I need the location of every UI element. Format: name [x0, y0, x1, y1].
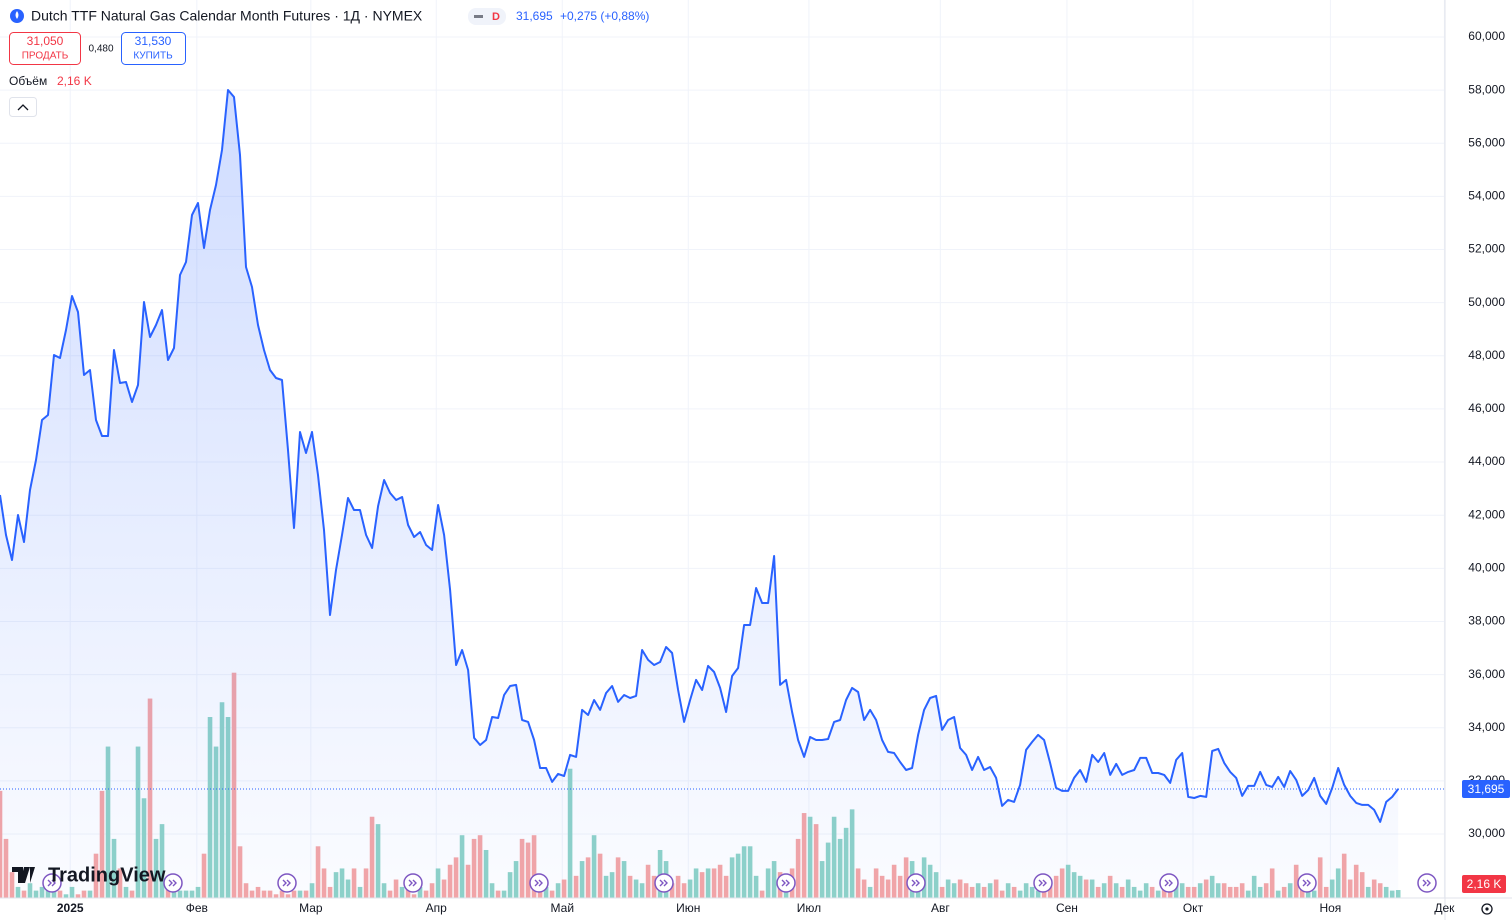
y-tick-label: 46,000 — [1468, 401, 1505, 415]
event-marker — [1417, 873, 1437, 893]
event-marker — [1033, 873, 1053, 893]
event-icon — [282, 879, 291, 887]
y-tick-label: 56,000 — [1468, 135, 1505, 149]
sell-button[interactable] — [9, 32, 81, 65]
event-marker — [1159, 873, 1179, 893]
price-line — [0, 89, 1399, 823]
event-marker — [906, 873, 926, 893]
sell-label: ПРОДАТЬ — [22, 51, 69, 62]
x-tick-label: Июн — [676, 901, 700, 915]
y-tick-label: 40,000 — [1468, 560, 1505, 574]
volume-legend: Объём — [9, 74, 47, 88]
logo: TradingView — [12, 864, 166, 886]
event-marker — [42, 873, 62, 893]
logo-mark — [12, 867, 35, 883]
event-icon — [1302, 879, 1311, 887]
event-icon — [1422, 879, 1431, 887]
event-marker — [163, 873, 183, 893]
event-marker — [277, 873, 297, 893]
x-tick-label: Апр — [426, 901, 448, 915]
event-icon — [534, 879, 543, 887]
y-tick-label: 36,000 — [1468, 667, 1505, 681]
settings-icon[interactable] — [1481, 903, 1493, 915]
y-tick-label: 30,000 — [1468, 826, 1505, 840]
x-tick-label: Июл — [797, 901, 821, 915]
collapse-icon — [17, 104, 29, 111]
volume-legend-value: 2,16 K — [57, 74, 92, 88]
y-tick-label: 58,000 — [1468, 82, 1505, 96]
y-tick-label: 60,000 — [1468, 29, 1505, 43]
x-tick-label: Дек — [1434, 901, 1455, 915]
logo-text: TradingView — [48, 864, 166, 886]
status-pill[interactable] — [468, 8, 506, 25]
event-markers — [42, 873, 1437, 893]
last-price-label: 31,695 — [1468, 782, 1505, 796]
header: Dutch TTF Natural Gas Calendar Month Fut… — [9, 8, 649, 117]
event-icon — [1038, 879, 1047, 887]
y-tick-label: 34,000 — [1468, 720, 1505, 734]
settings-dot — [1485, 907, 1489, 911]
sell-price: 31,050 — [27, 34, 64, 48]
header-price: 31,695 — [516, 9, 553, 23]
volume-tag — [1462, 875, 1506, 893]
event-marker — [654, 873, 674, 893]
event-marker — [403, 873, 423, 893]
x-tick-label: Окт — [1183, 901, 1204, 915]
event-icon — [911, 879, 920, 887]
status-dash — [474, 15, 483, 18]
event-icon — [781, 879, 790, 887]
event-icon — [408, 879, 417, 887]
x-tick-label: Фев — [186, 901, 208, 915]
collapse-button[interactable] — [9, 97, 37, 117]
event-marker — [776, 873, 796, 893]
volume-tag-label: 2,16 K — [1467, 877, 1502, 891]
x-tick-label: Сен — [1056, 901, 1078, 915]
x-tick-label: 2025 — [57, 901, 84, 915]
status-badge: D — [492, 11, 500, 23]
spread: 0,480 — [88, 44, 113, 55]
y-tick-label: 52,000 — [1468, 242, 1505, 256]
y-tick-label: 48,000 — [1468, 348, 1505, 362]
y-tick-label: 38,000 — [1468, 614, 1505, 628]
buy-button[interactable] — [121, 32, 186, 65]
y-tick-label: 44,000 — [1468, 454, 1505, 468]
header-change: +0,275 (+0,88%) — [560, 9, 649, 23]
x-tick-label: Май — [551, 901, 575, 915]
price-plot — [0, 89, 1445, 898]
symbol-title: Dutch TTF Natural Gas Calendar Month Fut… — [31, 8, 423, 24]
x-tick-label: Авг — [931, 901, 950, 915]
y-tick-label: 50,000 — [1468, 295, 1505, 309]
buy-label: КУПИТЬ — [133, 51, 173, 62]
event-marker — [1297, 873, 1317, 893]
last-price-tag — [1462, 779, 1510, 798]
y-tick-label: 42,000 — [1468, 507, 1505, 521]
x-tick-label: Ноя — [1319, 901, 1341, 915]
event-icon — [47, 879, 56, 887]
event-icon — [1164, 879, 1173, 887]
y-tick-label: 54,000 — [1468, 189, 1505, 203]
event-icon — [168, 879, 177, 887]
price-area — [0, 90, 1399, 898]
symbol-icon-drop — [15, 11, 19, 19]
event-icon — [659, 879, 668, 887]
event-marker — [529, 873, 549, 893]
x-tick-label: Мар — [299, 901, 323, 915]
buy-price: 31,530 — [135, 34, 172, 48]
settings[interactable] — [1481, 903, 1493, 915]
